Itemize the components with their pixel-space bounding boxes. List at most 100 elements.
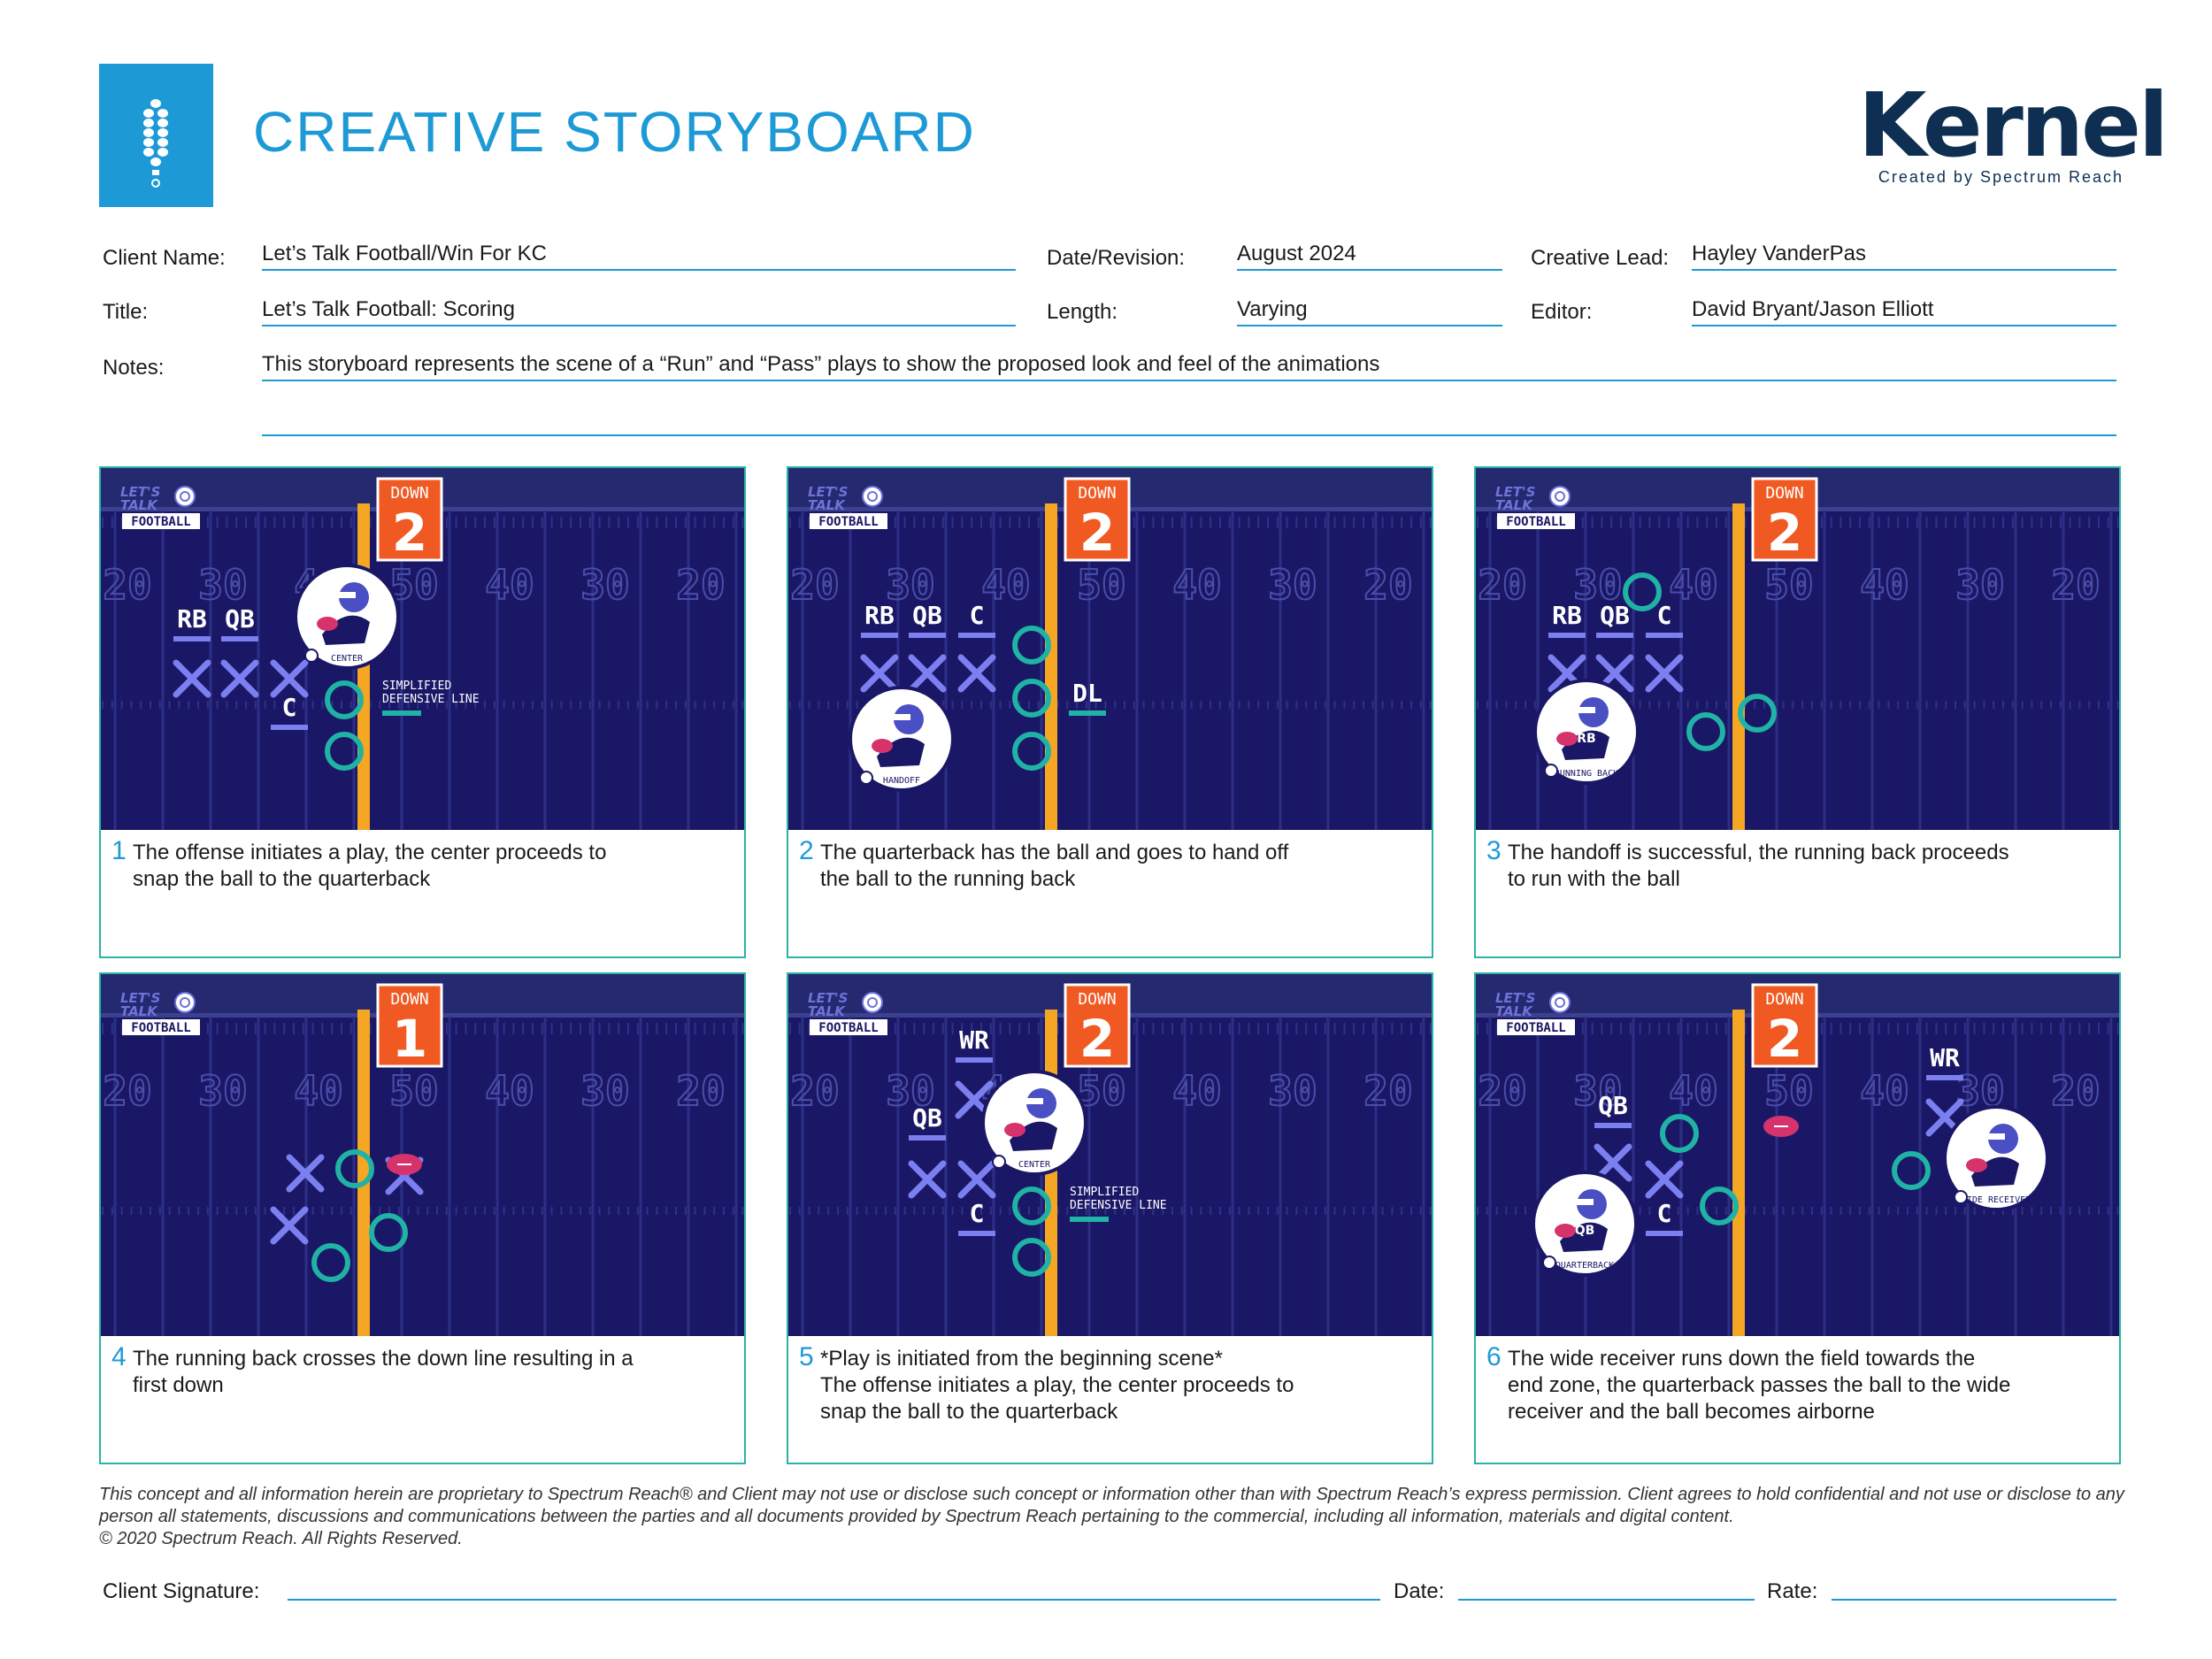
brand-subtitle: Created by Spectrum Reach [1878, 168, 2124, 186]
svg-text:LET'S: LET'S [1495, 990, 1535, 1006]
rate-line[interactable] [1832, 1597, 2116, 1601]
yard-number: 30 [198, 1067, 247, 1115]
title-label: Title: [103, 300, 149, 324]
svg-text:WR: WR [959, 1025, 989, 1055]
date-revision-label: Date/Revision: [1047, 246, 1186, 270]
svg-text:DEFENSIVE LINE: DEFENSIVE LINE [382, 693, 480, 706]
length-field[interactable]: Varying [1237, 295, 1502, 326]
creative-lead-label: Creative Lead: [1531, 246, 1670, 270]
svg-text:LET'S: LET'S [1495, 484, 1535, 500]
yard-number: 30 [580, 1067, 629, 1115]
character-badge-icon: CENTER [981, 1070, 1087, 1176]
offense-player [860, 654, 899, 693]
signature-date-label: Date: [1394, 1579, 1445, 1603]
client-name-field[interactable]: Let’s Talk Football/Win For KC [262, 239, 1016, 271]
svg-text:HANDOFF: HANDOFF [883, 776, 920, 786]
svg-text:QB: QB [912, 1103, 942, 1133]
signature-date-line[interactable] [1458, 1597, 1755, 1601]
yard-number: 20 [2051, 1067, 2100, 1115]
player-label: QB [221, 604, 258, 641]
player-label: C [958, 1199, 995, 1236]
brand-name: Kernel [1858, 73, 2169, 177]
defense-player [1012, 626, 1051, 664]
storyboard-frame: 20304050403020LET'STALKFOOTBALLDOWN2WRQB… [787, 972, 1433, 1464]
frame-caption: 3 The handoff is successful, the running … [1486, 838, 2108, 893]
scene-illustration: 20 30 40 50 40 30 20 LET'S TALK FOOTBALL DOWN 2 QB C W… [1476, 974, 2119, 1336]
character-badge-icon: HANDOFF [849, 686, 955, 792]
svg-text:DOWN: DOWN [1078, 484, 1116, 503]
svg-text:C: C [970, 601, 985, 630]
svg-text:DOWN: DOWN [1765, 484, 1803, 503]
down-number: 2 [1767, 1009, 1802, 1069]
yard-number: 30 [198, 561, 247, 609]
yard-number: 20 [676, 561, 725, 609]
disclaimer: This concept and all information herein … [99, 1484, 2134, 1550]
svg-text:QUARTERBACK: QUARTERBACK [1555, 1261, 1614, 1271]
svg-text:QB: QB [1600, 601, 1630, 630]
player-label: RB [1548, 601, 1586, 638]
defense-player [1012, 1187, 1051, 1225]
client-signature-line[interactable] [288, 1597, 1380, 1601]
player-label: C [271, 693, 308, 730]
defense-player [1012, 1238, 1051, 1277]
notes-field-line-2[interactable] [262, 404, 2116, 436]
svg-text:DOWN: DOWN [390, 484, 428, 503]
defense-player [1686, 712, 1725, 751]
yard-number: 30 [1573, 561, 1622, 609]
yard-number: 30 [886, 1067, 934, 1115]
svg-text:C: C [1657, 1199, 1672, 1228]
offense-player [908, 654, 947, 693]
editor-field[interactable]: David Bryant/Jason Elliott [1692, 295, 2116, 326]
defense-player [369, 1213, 408, 1252]
offense-player [1594, 1143, 1632, 1182]
kernel-brand: Kernel Created by Spectrum Reach [1858, 73, 2169, 187]
svg-text:FOOTBALL: FOOTBALL [131, 1021, 190, 1035]
svg-text:LET'S: LET'S [120, 990, 160, 1006]
svg-text:DL: DL [1072, 679, 1102, 708]
player-label: WR [956, 1025, 993, 1063]
player-label: C [1646, 1199, 1683, 1236]
svg-text:DEFENSIVE LINE: DEFENSIVE LINE [1070, 1199, 1167, 1212]
svg-text:TALK: TALK [808, 1003, 846, 1019]
player-label: QB [1594, 1091, 1632, 1128]
svg-text:RB: RB [1577, 732, 1595, 746]
yard-number: 30 [1573, 1067, 1622, 1115]
rate-label: Rate: [1767, 1579, 1818, 1603]
yard-number: 40 [1669, 1067, 1717, 1115]
down-number: 1 [392, 1009, 427, 1069]
notes-label: Notes: [103, 356, 165, 380]
yard-number: 30 [1268, 561, 1317, 609]
svg-text:FOOTBALL: FOOTBALL [818, 515, 878, 529]
offense-player [220, 659, 259, 698]
yard-number: 20 [1363, 561, 1412, 609]
frame-caption: 1 The offense initiates a play, the cente… [111, 838, 733, 893]
date-revision-field[interactable]: August 2024 [1237, 239, 1502, 271]
yard-number: 20 [1478, 1067, 1526, 1115]
player-label: QB [909, 1103, 946, 1141]
notes-field[interactable]: This storyboard represents the scene of … [262, 349, 2116, 381]
yard-number: 40 [485, 561, 534, 609]
yard-number: 30 [580, 561, 629, 609]
svg-text:FOOTBALL: FOOTBALL [818, 1021, 878, 1035]
defense-player [325, 732, 364, 771]
yard-number: 20 [1363, 1067, 1412, 1115]
title-field[interactable]: Let’s Talk Football: Scoring [262, 295, 1016, 326]
scene-illustration: 20304050403020LET'STALKFOOTBALLDOWN2WRQB… [788, 974, 1432, 1336]
defense-player [325, 680, 364, 719]
yard-number: 20 [1478, 561, 1526, 609]
offense-player [957, 1160, 996, 1199]
yard-number: 40 [1860, 561, 1909, 609]
creative-lead-field[interactable]: Hayley VanderPas [1692, 239, 2116, 271]
svg-text:SIMPLIFIED: SIMPLIFIED [382, 680, 451, 693]
player-label: QB [1596, 601, 1633, 638]
scene-illustration: 20 30 40 50 40 30 20 LET'S TALK FOOTBALL DOWN 1 [101, 974, 744, 1336]
svg-text:WR: WR [1930, 1043, 1960, 1072]
football-icon [387, 1154, 422, 1175]
defense-player [1892, 1151, 1931, 1190]
